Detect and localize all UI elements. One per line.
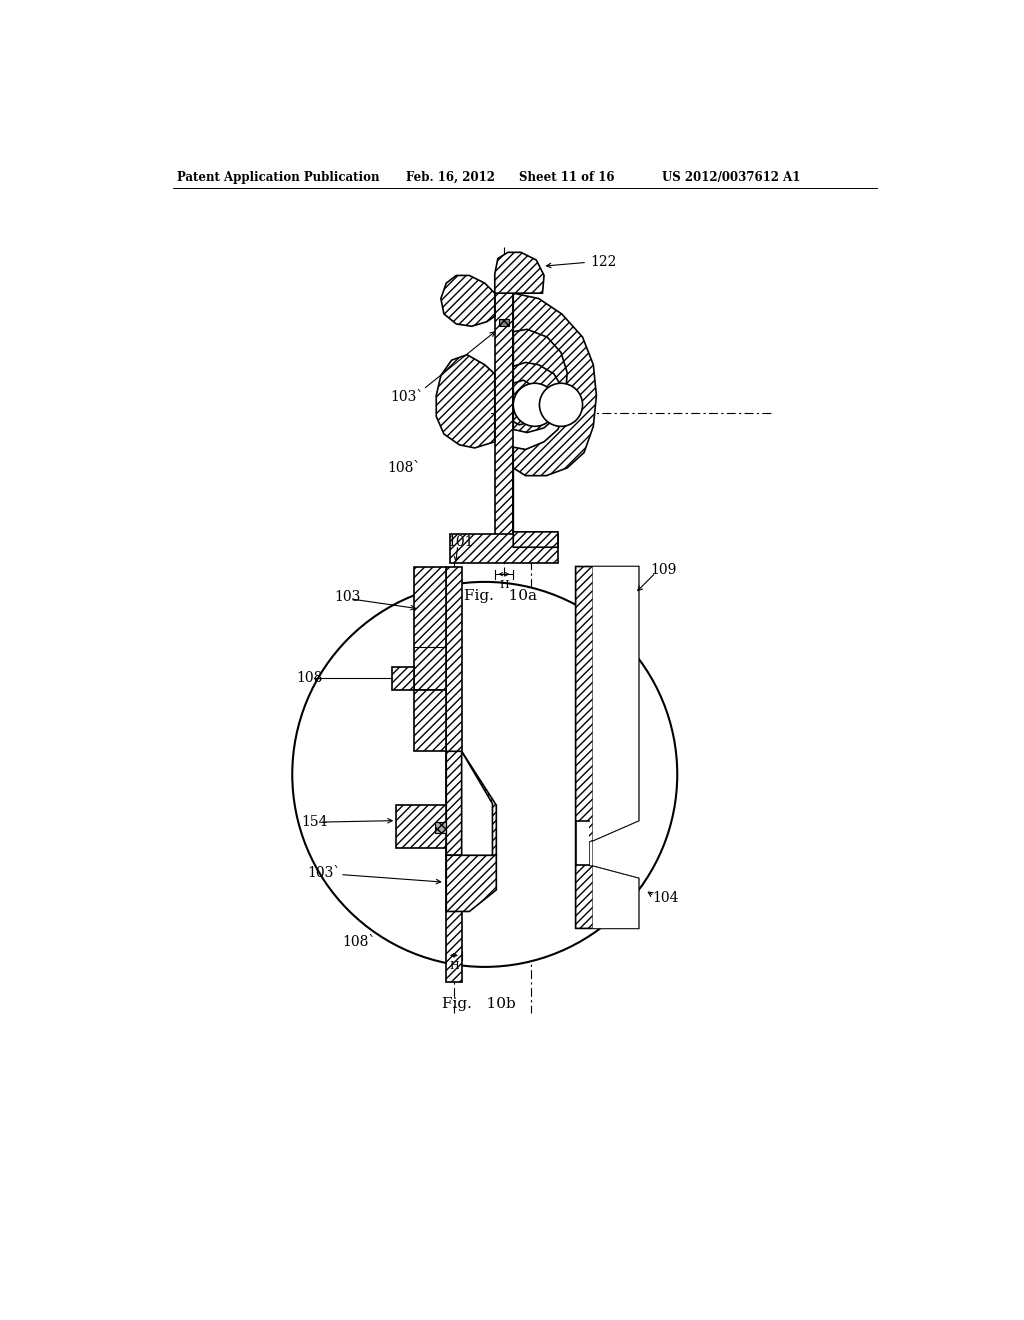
Polygon shape bbox=[392, 667, 414, 689]
Text: 103: 103 bbox=[335, 590, 361, 605]
Text: Sheet 11 of 16: Sheet 11 of 16 bbox=[519, 172, 614, 185]
Text: US 2012/0037612 A1: US 2012/0037612 A1 bbox=[662, 172, 800, 185]
Polygon shape bbox=[436, 355, 495, 447]
Polygon shape bbox=[435, 822, 446, 833]
Text: Fig.   10a: Fig. 10a bbox=[464, 589, 537, 603]
Polygon shape bbox=[590, 566, 639, 928]
Text: 122: 122 bbox=[590, 255, 616, 269]
Polygon shape bbox=[414, 566, 446, 689]
Polygon shape bbox=[575, 821, 590, 866]
Text: 101: 101 bbox=[447, 535, 474, 549]
Circle shape bbox=[513, 383, 556, 426]
Polygon shape bbox=[446, 855, 497, 911]
Polygon shape bbox=[462, 751, 493, 855]
Polygon shape bbox=[513, 293, 596, 548]
Text: 108`: 108` bbox=[342, 936, 376, 949]
Text: 103`: 103` bbox=[307, 866, 341, 880]
Text: 108: 108 bbox=[296, 671, 323, 685]
Text: 154: 154 bbox=[301, 816, 328, 829]
Text: Feb. 16, 2012: Feb. 16, 2012 bbox=[407, 172, 496, 185]
Text: H: H bbox=[450, 961, 459, 970]
Circle shape bbox=[292, 582, 677, 968]
Polygon shape bbox=[396, 805, 446, 847]
Text: H: H bbox=[499, 581, 509, 590]
Text: Fig.   10b: Fig. 10b bbox=[442, 997, 516, 1011]
Polygon shape bbox=[495, 289, 513, 548]
Text: 109: 109 bbox=[650, 564, 677, 577]
Polygon shape bbox=[441, 276, 495, 326]
Polygon shape bbox=[414, 689, 446, 751]
Polygon shape bbox=[451, 535, 558, 562]
Text: 103`: 103` bbox=[390, 391, 424, 404]
Text: Patent Application Publication: Patent Application Publication bbox=[177, 172, 379, 185]
Text: 108`: 108` bbox=[387, 461, 420, 475]
Polygon shape bbox=[446, 751, 497, 855]
Circle shape bbox=[540, 383, 583, 426]
Polygon shape bbox=[495, 252, 544, 293]
Polygon shape bbox=[499, 318, 509, 326]
Polygon shape bbox=[575, 566, 639, 928]
Text: 104: 104 bbox=[652, 891, 679, 904]
Polygon shape bbox=[446, 566, 462, 982]
